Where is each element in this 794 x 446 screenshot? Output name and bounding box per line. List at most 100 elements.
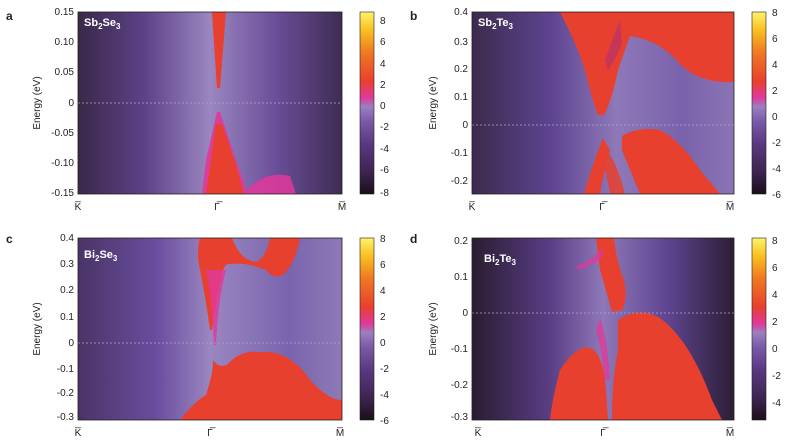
band-conduction-c: [198, 238, 300, 330]
x-tick-label-d: Γ̅: [600, 427, 609, 439]
colorbar-tick-label-c: 2: [380, 312, 386, 323]
y-tick-label-b: -0.1: [451, 148, 469, 159]
colorbar-ticks-d: 8 6 4 2 0 -2 -4: [772, 236, 781, 409]
colorbar-tick-label-b: 0: [772, 112, 778, 123]
colorbar-ticks-c: 8 6 4 2 0 -2 -4 -6: [380, 234, 389, 427]
y-axis-label-b: Energy (eV): [428, 76, 439, 129]
y-tick-label-c: 0.2: [60, 285, 74, 296]
panel-d: d Bi2Te3 Energy (eV) 0.2 0.1 0 -0.1 -0.2…: [410, 232, 781, 439]
x-tick-label-d: K̅: [475, 427, 482, 439]
band-side-a: [244, 174, 296, 194]
colorbar-tick-label-d: -2: [772, 371, 781, 382]
y-tick-label-a: 0.05: [55, 67, 75, 78]
colorbar-tick-label-c: 6: [380, 260, 386, 271]
colorbar-tick-label-b: -4: [772, 164, 781, 175]
colorbar-tick-label-a: -8: [380, 188, 389, 199]
panel-letter-b: b: [410, 9, 417, 23]
panel-letter-d: d: [410, 232, 417, 246]
plot-frame-c: [77, 237, 343, 421]
panel-c: c Bi2Se3 Energy (eV) 0.4 0.3 0.2 0.1 0 -…: [6, 232, 389, 439]
band-dirac-c: [206, 270, 226, 345]
y-ticks-c: 0.4 0.3 0.2 0.1 0 -0.1 -0.2 -0.3: [57, 233, 75, 423]
y-tick-label-b: 0.2: [454, 64, 468, 75]
panel-a: a Sb2Se3 Energy (eV) 0.15 0.10 0.05 0 -0…: [6, 7, 389, 213]
compound-label-a: Sb2Se3: [84, 17, 121, 31]
colorbar-tick-label-c: 0: [380, 338, 386, 349]
y-tick-label-c: 0: [68, 338, 74, 349]
colorbar-tick-label-b: -6: [772, 190, 781, 201]
compound-label-b: Sb2Te3: [478, 17, 514, 31]
compound-label-d: Bi2Te3: [484, 253, 516, 267]
y-axis-label-d: Energy (eV): [428, 302, 439, 355]
y-tick-label-c: -0.1: [57, 364, 75, 375]
band-left-d: [550, 347, 608, 420]
colorbar-tick-label-d: -4: [772, 398, 781, 409]
y-tick-label-a: 0.10: [55, 37, 75, 48]
colorbar-b: [751, 11, 767, 195]
colorbar-tick-label-c: -6: [380, 416, 389, 427]
y-tick-label-d: 0: [462, 308, 468, 319]
x-tick-label-c: M̅: [336, 427, 344, 439]
band-valence-d: [612, 312, 722, 420]
colorbar-a: [359, 11, 375, 195]
colorbar-tick-label-b: 2: [772, 86, 778, 97]
colorbar-tick-label-c: 4: [380, 286, 386, 297]
colorbar-tick-label-d: 0: [772, 344, 778, 355]
x-tick-label-a: Γ̅: [214, 201, 223, 213]
colorbar-tick-label-c: -2: [380, 364, 389, 375]
band-conduction-b: [560, 12, 734, 115]
x-tick-label-b: K̅: [469, 201, 476, 213]
colorbar-tick-label-d: 8: [772, 236, 778, 247]
y-ticks-b: 0.4 0.3 0.2 0.1 0 -0.1 -0.2: [451, 7, 469, 187]
plot-frame-a: [77, 11, 343, 195]
y-tick-label-c: 0.4: [60, 233, 74, 244]
x-tick-label-b: M̅: [726, 201, 734, 213]
colorbar-ticks-b: 8 6 4 2 0 -2 -4 -6: [772, 8, 781, 201]
x-tick-label-c: K̅: [75, 427, 82, 439]
colorbar-tick-label-a: -4: [380, 144, 389, 155]
y-axis-label-a: Energy (eV): [32, 76, 43, 129]
y-ticks-a: 0.15 0.10 0.05 0 -0.05 -0.10 -0.15: [51, 7, 74, 199]
y-tick-label-d: 0.1: [454, 272, 468, 283]
x-ticks-a: K̅ Γ̅ M̅: [75, 201, 347, 213]
colorbar-d: [751, 237, 767, 421]
y-tick-label-d: 0.2: [454, 236, 468, 247]
panel-b: b Sb2Te3 Energy (eV) 0.4 0.3 0.2 0.1 0 -…: [410, 7, 781, 213]
x-tick-label-a: M̅: [338, 201, 346, 213]
panel-letter-a: a: [6, 9, 13, 23]
y-tick-label-c: -0.3: [57, 412, 75, 423]
band-valence-b: [622, 128, 720, 194]
y-tick-label-b: 0.3: [454, 37, 468, 48]
y-tick-label-d: -0.1: [451, 344, 469, 355]
y-tick-label-b: -0.2: [451, 176, 469, 187]
colorbar-tick-label-c: -4: [380, 390, 389, 401]
colorbar-tick-label-d: 2: [772, 317, 778, 328]
colorbar-tick-label-a: -6: [380, 165, 389, 176]
y-tick-label-a: 0.15: [55, 7, 75, 18]
y-axis-label-c: Energy (eV): [32, 302, 43, 355]
y-tick-label-d: -0.3: [451, 412, 469, 423]
y-tick-label-b: 0.4: [454, 7, 468, 18]
colorbar-tick-label-d: 4: [772, 290, 778, 301]
x-tick-label-c: Γ̅: [207, 427, 216, 439]
plot-frame-d: [471, 237, 735, 421]
colorbar-c: [359, 237, 375, 421]
x-tick-label-b: Γ̅: [599, 201, 608, 213]
panel-letter-c: c: [6, 232, 13, 246]
y-tick-label-c: -0.2: [57, 388, 75, 399]
band-surface-d: [576, 248, 604, 270]
x-tick-label-a: K̅: [75, 201, 82, 213]
y-tick-label-c: 0.3: [60, 259, 74, 270]
x-ticks-d: K̅ Γ̅ M̅: [475, 427, 735, 439]
colorbar-tick-label-a: 2: [380, 80, 386, 91]
colorbar-tick-label-a: 6: [380, 37, 386, 48]
y-tick-label-c: 0.1: [60, 312, 74, 323]
y-tick-label-d: -0.2: [451, 380, 469, 391]
colorbar-tick-label-b: -2: [772, 138, 781, 149]
colorbar-tick-label-a: 8: [380, 16, 386, 27]
plot-frame-b: [471, 11, 735, 195]
colorbar-tick-label-b: 8: [772, 8, 778, 19]
y-ticks-d: 0.2 0.1 0 -0.1 -0.2 -0.3: [451, 236, 469, 423]
band-upper-dirac-a: [212, 12, 226, 88]
